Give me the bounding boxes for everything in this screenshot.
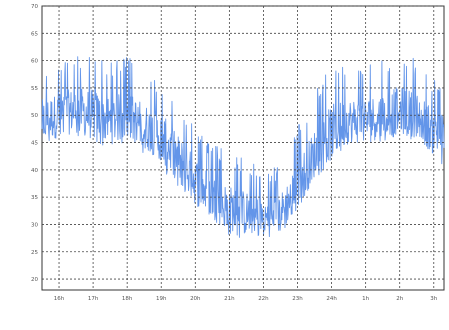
y-tick-label: 70 bbox=[31, 4, 38, 10]
y-tick-label: 60 bbox=[31, 59, 38, 65]
y-tick-label: 35 bbox=[31, 195, 38, 201]
x-tick-label: 21h bbox=[224, 296, 235, 302]
x-tick-label: 2h bbox=[396, 296, 403, 302]
x-tick-label: 22h bbox=[258, 296, 269, 302]
y-tick-label: 45 bbox=[31, 141, 38, 147]
y-tick-label: 40 bbox=[31, 168, 38, 174]
x-tick-label: 23h bbox=[292, 296, 303, 302]
y-tick-label: 50 bbox=[31, 113, 38, 119]
x-tick-label: 3h bbox=[430, 296, 437, 302]
x-tick-label: 1h bbox=[362, 296, 369, 302]
y-tick-label: 30 bbox=[31, 222, 38, 228]
y-tick-label: 25 bbox=[31, 250, 38, 256]
series-line bbox=[41, 56, 445, 238]
x-tick-label: 20h bbox=[190, 296, 201, 302]
x-tick-label: 24h bbox=[326, 296, 337, 302]
x-tick-label: 17h bbox=[88, 296, 99, 302]
x-tick-label: 19h bbox=[156, 296, 167, 302]
y-tick-label: 20 bbox=[31, 277, 38, 283]
y-tick-label: 65 bbox=[31, 31, 38, 37]
x-tick-label: 16h bbox=[54, 296, 65, 302]
plot-frame bbox=[41, 5, 445, 291]
y-tick-label: 55 bbox=[31, 86, 38, 92]
x-tick-label: 18h bbox=[122, 296, 133, 302]
